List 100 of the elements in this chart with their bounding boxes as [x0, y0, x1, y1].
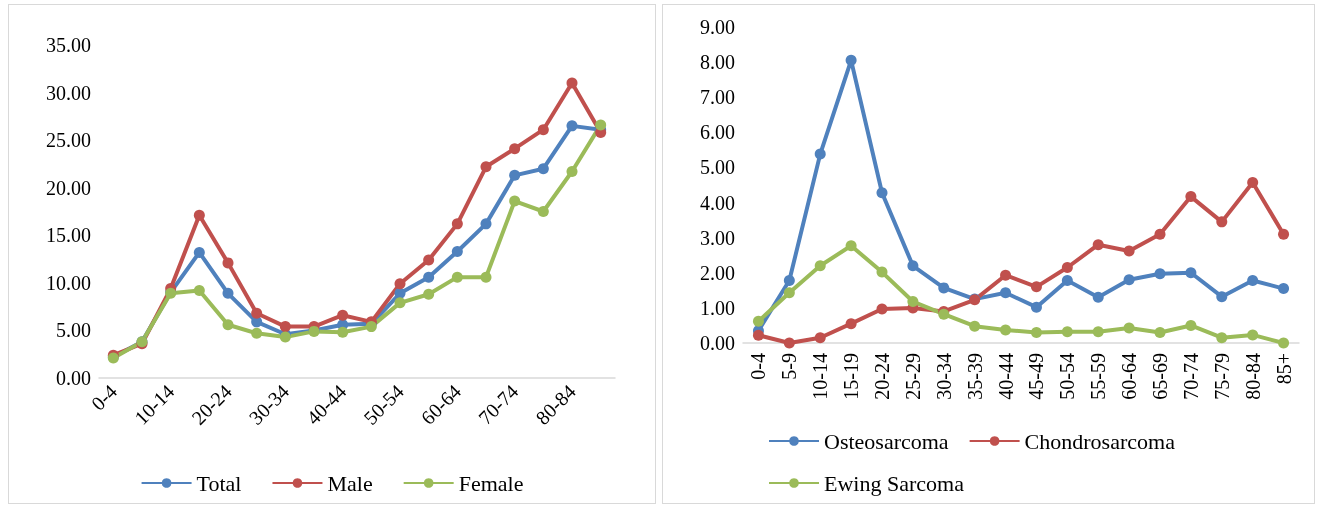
- x-tick-label: 60-64: [1118, 353, 1141, 400]
- point: [938, 282, 950, 294]
- x-tick-label: 0-4: [747, 353, 770, 380]
- point: [1000, 324, 1012, 336]
- y-tick-label: 0.00: [56, 367, 91, 389]
- legend-label: Osteosarcoma: [824, 428, 949, 454]
- point: [1061, 275, 1073, 286]
- point: [566, 77, 578, 89]
- legend-label: Chondrosarcoma: [1024, 428, 1176, 454]
- point: [337, 326, 349, 338]
- point: [752, 315, 764, 327]
- y-tick-label: 3.00: [700, 226, 735, 249]
- y-tick-label: 10.00: [46, 271, 91, 294]
- y-tick-label: 7.00: [700, 86, 735, 109]
- x-tick-label: 85+: [1272, 353, 1295, 385]
- point: [1247, 329, 1259, 341]
- x-tick-label: 50-54: [1056, 353, 1079, 400]
- y-tick-label: 9.00: [700, 16, 735, 38]
- point: [480, 271, 492, 283]
- point: [480, 161, 492, 173]
- point: [1185, 319, 1197, 331]
- x-tick-label: 65-69: [1149, 353, 1171, 400]
- point: [783, 275, 795, 286]
- point: [1030, 326, 1042, 338]
- point: [509, 143, 521, 155]
- y-tick-label: 0.00: [700, 332, 735, 354]
- y-tick-label: 5.00: [56, 319, 91, 342]
- legend-label: Ewing Sarcoma: [824, 470, 965, 496]
- point: [845, 318, 857, 330]
- point: [251, 307, 263, 319]
- y-tick-label: 1.00: [700, 296, 735, 319]
- point: [423, 288, 435, 300]
- point: [537, 163, 549, 175]
- y-tick-label: 35.00: [46, 34, 91, 56]
- legend-label: Male: [327, 470, 373, 496]
- x-tick-label: 20-24: [871, 353, 893, 400]
- point: [451, 271, 463, 283]
- point: [337, 309, 349, 321]
- point: [193, 209, 205, 221]
- x-tick-label: 70-74: [1179, 353, 1202, 400]
- point: [193, 246, 205, 258]
- point: [423, 254, 435, 266]
- point: [1216, 332, 1228, 344]
- point: [1185, 267, 1197, 279]
- point: [1123, 245, 1135, 257]
- point: [1123, 322, 1135, 334]
- point: [907, 260, 919, 272]
- point: [394, 278, 406, 290]
- point: [814, 260, 826, 272]
- point: [1278, 228, 1290, 240]
- point: [279, 321, 291, 333]
- point: [1061, 326, 1073, 338]
- point: [1247, 275, 1259, 286]
- y-tick-label: 6.00: [700, 121, 735, 144]
- x-tick-label: 45-49: [1025, 353, 1048, 400]
- point: [1216, 216, 1228, 228]
- point: [907, 296, 919, 308]
- point: [1154, 268, 1166, 280]
- point: [783, 287, 795, 299]
- point: [1030, 281, 1042, 293]
- point: [537, 124, 549, 136]
- point: [222, 257, 234, 269]
- legend-label: Total: [196, 470, 242, 496]
- y-tick-label: 20.00: [46, 176, 91, 199]
- x-tick-label: 40-44: [994, 353, 1017, 400]
- point: [394, 297, 406, 309]
- point: [1278, 283, 1290, 295]
- point: [876, 303, 888, 315]
- point: [222, 319, 234, 331]
- x-tick-label: 15-19: [840, 353, 863, 400]
- point: [845, 240, 857, 252]
- point: [876, 187, 888, 199]
- point: [783, 337, 795, 349]
- point: [251, 327, 263, 339]
- point: [1123, 274, 1135, 286]
- point: [1092, 291, 1104, 303]
- point: [1030, 301, 1042, 313]
- point: [423, 271, 435, 283]
- point: [876, 266, 888, 278]
- point: [595, 119, 607, 131]
- y-tick-label: 2.00: [700, 261, 735, 284]
- x-tick-label: 30-34: [932, 353, 955, 400]
- x-tick-label: 75-79: [1210, 353, 1233, 400]
- legend-label: Female: [458, 470, 524, 496]
- point: [480, 218, 492, 230]
- point: [537, 206, 549, 217]
- point: [193, 284, 205, 296]
- point: [969, 320, 981, 332]
- x-tick-label: 55-59: [1087, 353, 1110, 400]
- point: [845, 54, 857, 66]
- point: [1092, 239, 1104, 251]
- x-tick-label: 5-9: [778, 353, 801, 380]
- y-tick-label: 30.00: [46, 81, 91, 104]
- point: [814, 332, 826, 344]
- x-tick-label: 25-29: [901, 353, 924, 400]
- x-tick-label: 80-84: [1241, 353, 1264, 400]
- point: [222, 287, 234, 299]
- point: [1154, 326, 1166, 338]
- point: [1000, 287, 1012, 299]
- point: [509, 195, 521, 207]
